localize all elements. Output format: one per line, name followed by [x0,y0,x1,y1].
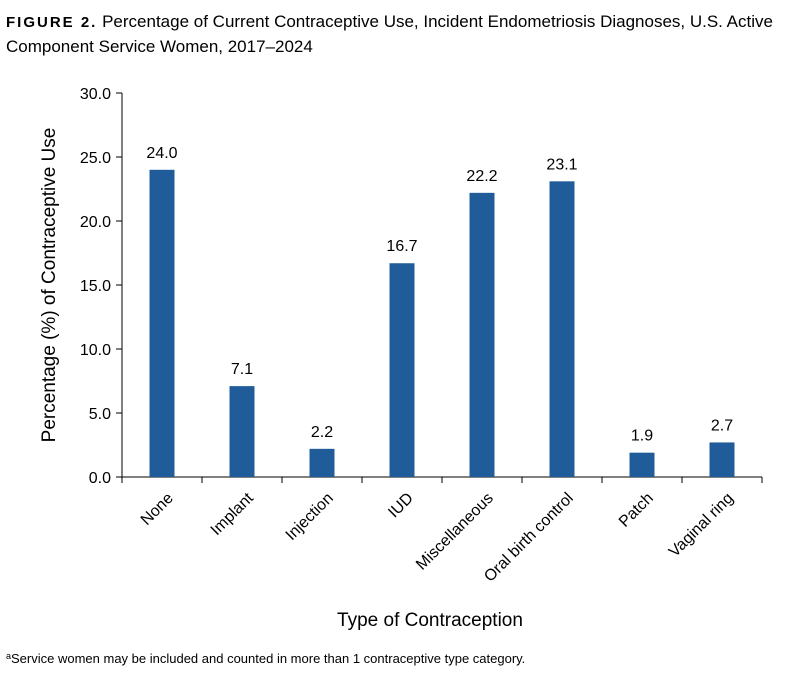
data-label: 1.9 [631,428,653,445]
y-axis-label: Percentage (%) of Contraceptive Use [39,128,60,443]
y-tick-label: 15.0 [80,278,111,295]
bar [309,448,335,477]
footnote: aService women may be included and count… [6,651,525,666]
x-tick-label: Miscellaneous [413,490,497,574]
data-label: 16.7 [386,238,417,255]
y-axis: 0.0 5.0 10.0 15.0 20.0 25.0 30.0 [80,86,123,487]
bar [629,452,655,477]
bar-chart: 0.0 5.0 10.0 15.0 20.0 25.0 30.0 None Implant In… [39,86,763,631]
y-tick-label: 10.0 [80,342,111,359]
data-label: 24.0 [146,145,177,162]
footnote-marker: a [6,651,12,661]
x-tick-label: Vaginal ring [666,490,737,561]
y-tick-label: 25.0 [80,150,111,167]
x-tick-label: Patch [616,490,657,531]
data-label: 2.7 [711,417,733,434]
x-axis: None Implant Injection IUDMiscellaneousOral… [121,476,763,586]
bar [549,181,575,477]
x-tick-label: None [138,490,177,529]
y-tick-label: 5.0 [89,406,111,423]
y-tick-label: 0.0 [89,470,111,487]
data-label: 22.2 [466,168,497,185]
bar [709,442,735,477]
bar [229,386,255,477]
data-label: 23.1 [546,156,577,173]
x-tick-label: Injection [283,490,337,544]
data-label: 7.1 [231,361,253,378]
figure-title-text: Percentage of Current Contraceptive Use,… [6,12,773,56]
bar [389,263,415,477]
figure-title: FIGURE 2. Percentage of Current Contrace… [6,10,786,59]
y-tick-label: 30.0 [80,86,111,103]
x-tick-label: Oral birth control [481,490,577,586]
y-tick-label: 20.0 [80,214,111,231]
figure-label: FIGURE 2. [6,14,98,31]
x-tick-label: Implant [208,489,258,539]
bar [149,169,175,478]
bars: 24.0 7.1 2.2 16.7 22.2 23.1 1.9 2.7 [146,145,735,478]
bar [469,192,495,477]
data-label: 2.2 [311,424,333,441]
footnote-text: Service women may be included and counte… [11,651,526,666]
x-axis-label: Type of Contraception [337,610,523,631]
x-tick-label: IUD [385,490,417,522]
